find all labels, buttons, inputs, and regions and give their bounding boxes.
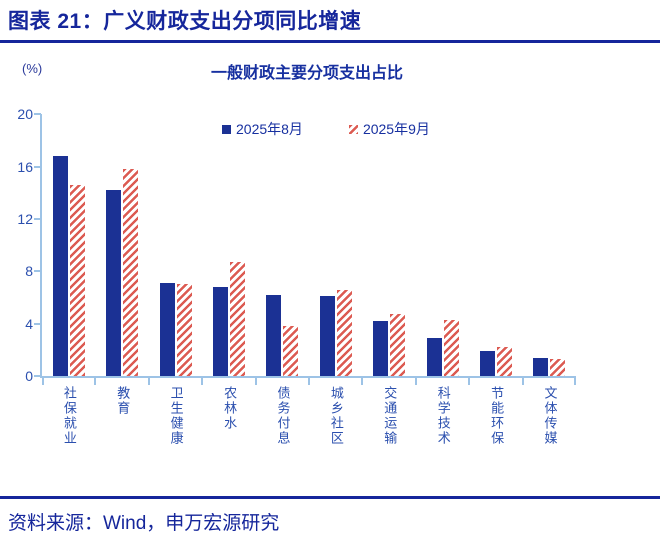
bar-august bbox=[106, 190, 122, 377]
legend-label-august: 2025年8月 bbox=[236, 121, 303, 138]
bar-august bbox=[159, 283, 175, 377]
x-axis-label: 节能环保 bbox=[489, 386, 505, 447]
x-axis-label: 卫生健康 bbox=[168, 386, 184, 447]
x-axis-label: 教育 bbox=[115, 386, 131, 417]
x-tick-mark bbox=[574, 378, 576, 386]
legend-item-august: 2025年8月 bbox=[222, 119, 303, 139]
x-axis-label: 农林水 bbox=[222, 386, 238, 432]
x-label-cell: 教育 bbox=[95, 386, 148, 446]
bar-september bbox=[336, 290, 352, 377]
legend: 2025年8月 2025年9月 bbox=[222, 119, 430, 139]
bar-august bbox=[533, 358, 549, 377]
x-label-cell: 社保就业 bbox=[42, 386, 95, 446]
bar-september bbox=[69, 185, 85, 377]
x-axis-label: 社保就业 bbox=[61, 386, 77, 447]
bar-september bbox=[123, 169, 139, 377]
category-slot bbox=[309, 114, 362, 377]
bar-august bbox=[479, 351, 495, 377]
category-slot bbox=[149, 114, 202, 377]
bar-september bbox=[443, 320, 459, 377]
bar-august bbox=[426, 338, 442, 377]
category-slot bbox=[256, 114, 309, 377]
y-tick-label: 12 bbox=[17, 210, 33, 227]
x-label-cell: 节能环保 bbox=[469, 386, 522, 446]
y-tick-label: 20 bbox=[17, 106, 33, 123]
source-text: 资料来源：Wind，申万宏源研究 bbox=[8, 513, 280, 535]
x-axis-label: 债务付息 bbox=[275, 386, 291, 447]
x-tick-mark bbox=[201, 378, 204, 386]
bar-september bbox=[550, 359, 566, 377]
legend-swatch-september-icon bbox=[348, 124, 358, 134]
legend-swatch-august-icon bbox=[222, 124, 231, 134]
x-label-cell: 城乡社区 bbox=[309, 386, 362, 446]
y-tick-mark bbox=[34, 217, 41, 220]
bar-august bbox=[212, 287, 228, 377]
y-tick-mark bbox=[34, 375, 41, 378]
category-slot bbox=[95, 114, 148, 377]
x-label-cell: 农林水 bbox=[202, 386, 255, 446]
bar-september bbox=[283, 326, 299, 377]
figure-header: 图表 21：广义财政支出分项同比增速 bbox=[0, 0, 660, 44]
bar-august bbox=[52, 156, 68, 377]
x-axis-label: 科学技术 bbox=[435, 386, 451, 447]
bar-september bbox=[229, 262, 245, 377]
legend-label-september: 2025年9月 bbox=[362, 121, 430, 138]
x-label-cell: 债务付息 bbox=[256, 386, 309, 446]
category-slot bbox=[42, 114, 95, 377]
x-axis-labels: 社保就业 教育 卫生健康 农林水 债务付息 城乡社区 交通运输 科学技术 节能环保 文体传媒 bbox=[42, 386, 576, 446]
x-tick-mark bbox=[94, 378, 97, 386]
x-axis-label: 城乡社区 bbox=[328, 386, 344, 447]
legend-item-september: 2025年9月 bbox=[348, 119, 430, 139]
chart-title: 一般财政主要分项支出占比 bbox=[210, 65, 403, 83]
bar-august bbox=[319, 296, 335, 377]
x-axis-label: 文体传媒 bbox=[542, 386, 558, 447]
figure-title: 图表 21：广义财政支出分项同比增速 bbox=[8, 10, 362, 33]
y-tick-label: 4 bbox=[25, 315, 33, 332]
category-slot bbox=[202, 114, 255, 377]
x-tick-mark bbox=[42, 378, 44, 386]
plot-area: 社保就业 教育 卫生健康 农林水 债务付息 城乡社区 交通运输 科学技术 节能环保 文体传媒 0 4… bbox=[17, 106, 576, 446]
bar-september bbox=[176, 284, 192, 377]
x-tick-mark bbox=[254, 378, 257, 386]
y-axis-unit-label: (%) bbox=[22, 61, 43, 77]
x-tick-mark bbox=[147, 378, 150, 386]
bar-august bbox=[373, 321, 389, 377]
y-tick-mark bbox=[34, 270, 41, 273]
source-footer: 资料来源：Wind，申万宏源研究 bbox=[0, 496, 660, 535]
x-tick-mark bbox=[468, 378, 471, 386]
x-tick-mark bbox=[361, 378, 364, 386]
category-slot bbox=[362, 114, 415, 377]
y-tick-label: 8 bbox=[25, 263, 33, 280]
bars-container bbox=[42, 114, 576, 377]
category-slot bbox=[523, 114, 576, 377]
x-tick-mark bbox=[521, 378, 524, 386]
bar-august bbox=[266, 295, 282, 377]
x-tick-mark bbox=[414, 378, 417, 386]
bar-september bbox=[496, 347, 512, 377]
y-tick-mark bbox=[34, 113, 41, 116]
x-label-cell: 文体传媒 bbox=[523, 386, 576, 446]
category-slot bbox=[469, 114, 522, 377]
y-tick-label: 0 bbox=[25, 368, 33, 385]
y-tick-label: 16 bbox=[17, 158, 33, 175]
y-tick-mark bbox=[34, 165, 41, 168]
category-slot bbox=[416, 114, 469, 377]
x-label-cell: 卫生健康 bbox=[149, 386, 202, 446]
x-axis-label: 交通运输 bbox=[382, 386, 398, 447]
x-tick-mark bbox=[308, 378, 310, 386]
x-label-cell: 交通运输 bbox=[362, 386, 415, 446]
chart: (%) 一般财政主要分项支出占比 2025年8月 2025年9月 社保就业 教育 卫… bbox=[0, 43, 660, 496]
x-label-cell: 科学技术 bbox=[416, 386, 469, 446]
y-tick-mark bbox=[34, 322, 41, 325]
bar-september bbox=[390, 314, 406, 377]
